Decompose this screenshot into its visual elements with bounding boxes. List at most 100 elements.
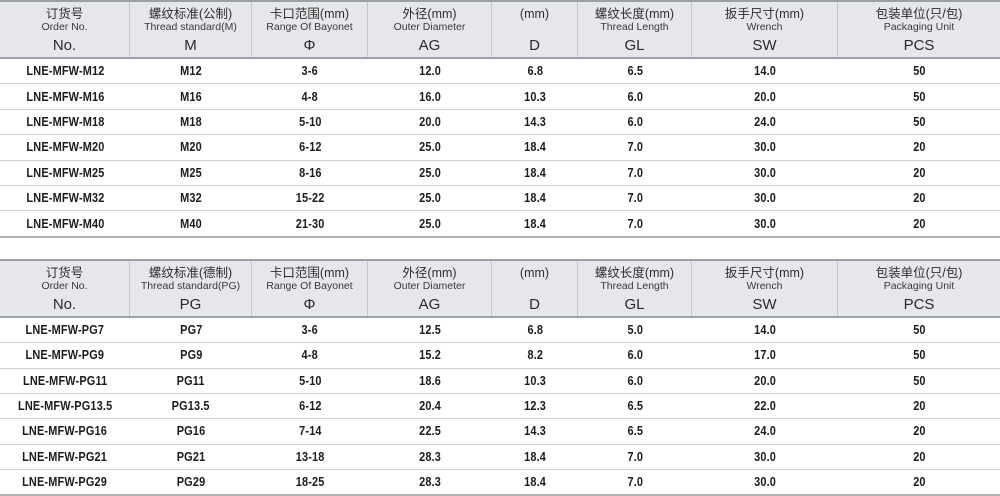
cell-bayonet-range: 15-22 [252, 189, 368, 207]
cell-inner-diameter: 18.4 [492, 189, 578, 207]
cell-wrench-size: 20.0 [692, 88, 838, 106]
column-header-wrench-size-cn: 扳手尺寸(mm) [724, 265, 805, 280]
table-row: LNE-MFW-PG7 PG7 3-6 12.5 6.8 5.0 14.0 50 [0, 317, 1000, 344]
cell-bayonet-range: 4-8 [252, 346, 368, 364]
column-header-packaging-unit-en: Packaging Unit [883, 279, 955, 292]
cell-thread-length: 7.0 [578, 189, 692, 207]
cell-wrench-size: 24.0 [692, 422, 838, 440]
column-header-wrench-size-sym: SW [752, 295, 777, 313]
cell-packaging-unit-value: 20 [912, 139, 926, 155]
cell-outer-diameter-value: 25.0 [419, 190, 441, 206]
column-header-thread-length: 螺纹长度(mm) Thread Length GL [578, 2, 692, 57]
cell-inner-diameter: 8.2 [492, 346, 578, 364]
column-header-outer-diameter-cn: 外径(mm) [402, 265, 457, 280]
column-header-packaging-unit-sym: PCS [903, 37, 935, 54]
cell-outer-diameter-value: 25.0 [419, 215, 441, 231]
cell-packaging-unit-value: 50 [912, 347, 926, 363]
cell-inner-diameter-value: 14.3 [524, 423, 546, 439]
cell-wrench-size: 30.0 [692, 189, 838, 207]
cell-thread-length: 6.0 [578, 88, 692, 106]
cell-wrench-size: 30.0 [692, 448, 838, 466]
cell-outer-diameter-value: 22.5 [419, 423, 441, 439]
cell-thread-length-value: 6.0 [627, 372, 643, 388]
cell-thread-length-value: 6.5 [627, 423, 643, 439]
cell-wrench-size-value: 22.0 [754, 398, 776, 414]
column-header-order-no-en: Order No. [41, 21, 88, 33]
cell-inner-diameter-value: 18.4 [524, 139, 546, 155]
column-header-thread-length: 螺纹长度(mm) Thread Length GL [578, 260, 692, 316]
cell-packaging-unit: 20 [838, 473, 1000, 491]
cell-thread-standard-value: PG16 [176, 423, 206, 439]
cell-packaging-unit: 20 [838, 138, 1000, 156]
column-header-inner-diameter-sym: D [529, 37, 540, 54]
cell-bayonet-range: 5-10 [252, 372, 368, 390]
table-gap [0, 237, 1000, 259]
cell-thread-length-value: 5.0 [627, 321, 643, 337]
cell-bayonet-range-value: 3-6 [301, 321, 319, 337]
column-header-packaging-unit: 包装单位(只/包) Packaging Unit PCS [838, 2, 1000, 57]
column-header-thread-standard-en: Thread standard(M) [144, 21, 237, 33]
column-header-thread-length-sym: GL [624, 37, 645, 54]
column-header-outer-diameter: 外径(mm) Outer Diameter AG [368, 2, 492, 57]
cell-thread-standard: PG16 [130, 422, 252, 440]
cell-bayonet-range-value: 4-8 [301, 347, 319, 363]
cell-thread-standard-value: PG7 [179, 321, 203, 337]
cell-inner-diameter: 6.8 [492, 62, 578, 80]
cell-wrench-size: 24.0 [692, 113, 838, 131]
cell-thread-length: 6.5 [578, 422, 692, 440]
metric-thread-table: 订货号 Order No. No. 螺纹标准(公制) Thread standard(M… [0, 0, 1000, 238]
cell-inner-diameter-value: 10.3 [524, 88, 546, 104]
cell-outer-diameter: 28.3 [368, 473, 492, 491]
cell-order-no: LNE-MFW-M32 [0, 189, 130, 207]
cell-outer-diameter: 18.6 [368, 372, 492, 390]
table-row: LNE-MFW-M40 M40 21-30 25.0 18.4 7.0 30.0 20 [0, 211, 1000, 238]
cell-bayonet-range: 3-6 [252, 62, 368, 80]
cell-order-no: LNE-MFW-PG21 [0, 448, 130, 466]
cell-order-no-value: LNE-MFW-PG16 [22, 423, 108, 439]
cell-outer-diameter-value: 12.5 [419, 321, 441, 337]
cell-packaging-unit: 20 [838, 164, 1000, 182]
cell-order-no: LNE-MFW-M16 [0, 88, 130, 106]
cell-thread-length-value: 7.0 [627, 164, 643, 180]
cell-order-no: LNE-MFW-M18 [0, 113, 130, 131]
cell-packaging-unit: 20 [838, 189, 1000, 207]
cell-packaging-unit: 50 [838, 321, 1000, 339]
cell-inner-diameter-value: 10.3 [524, 372, 546, 388]
cell-order-no-value: LNE-MFW-M16 [25, 88, 105, 104]
cell-thread-standard-value: M18 [180, 113, 202, 129]
cell-wrench-size-value: 30.0 [754, 215, 776, 231]
cell-thread-standard: M12 [130, 62, 252, 80]
cell-bayonet-range-value: 18-25 [295, 474, 325, 490]
cell-thread-standard-value: M40 [180, 215, 202, 231]
table-row: LNE-MFW-PG13.5 PG13.5 6-12 20.4 12.3 6.5 22.0 2… [0, 393, 1000, 420]
cell-wrench-size-value: 24.0 [754, 113, 776, 129]
column-header-order-no-cn: 订货号 [45, 265, 84, 280]
cell-packaging-unit: 50 [838, 88, 1000, 106]
cell-thread-length-value: 6.5 [627, 63, 643, 79]
cell-bayonet-range: 3-6 [252, 321, 368, 339]
table-body: LNE-MFW-M12 M12 3-6 12.0 6.8 6.5 14.0 50 LNE-MFW… [0, 59, 1000, 238]
cell-thread-length: 7.0 [578, 164, 692, 182]
column-header-order-no: 订货号 Order No. No. [0, 2, 130, 57]
cell-thread-length-value: 6.0 [627, 88, 643, 104]
cell-inner-diameter-value: 18.4 [524, 190, 546, 206]
column-header-thread-standard-cn: 螺纹标准(公制) [148, 7, 233, 21]
cell-order-no-value: LNE-MFW-M12 [25, 63, 105, 79]
cell-packaging-unit-value: 20 [912, 215, 926, 231]
cell-thread-length-value: 7.0 [627, 190, 643, 206]
cell-inner-diameter-value: 6.8 [527, 63, 543, 79]
table-row: LNE-MFW-M20 M20 6-12 25.0 18.4 7.0 30.0 20 [0, 135, 1000, 161]
column-header-order-no-sym: No. [52, 295, 77, 313]
column-header-inner-diameter-cn: (mm) [519, 7, 550, 21]
cell-packaging-unit: 20 [838, 215, 1000, 233]
column-header-order-no-en: Order No. [41, 279, 88, 292]
cell-outer-diameter-value: 15.2 [419, 347, 441, 363]
cell-packaging-unit: 50 [838, 346, 1000, 364]
cell-wrench-size: 14.0 [692, 321, 838, 339]
cell-packaging-unit: 50 [838, 62, 1000, 80]
column-header-packaging-unit-cn: 包装单位(只/包) [875, 7, 963, 21]
cell-order-no-value: LNE-MFW-PG13.5 [17, 398, 113, 414]
column-header-inner-diameter-cn: (mm) [519, 265, 550, 280]
column-header-packaging-unit: 包装单位(只/包) Packaging Unit PCS [838, 261, 1000, 316]
column-header-wrench-size: 扳手尺寸(mm) Wrench SW [692, 2, 838, 57]
